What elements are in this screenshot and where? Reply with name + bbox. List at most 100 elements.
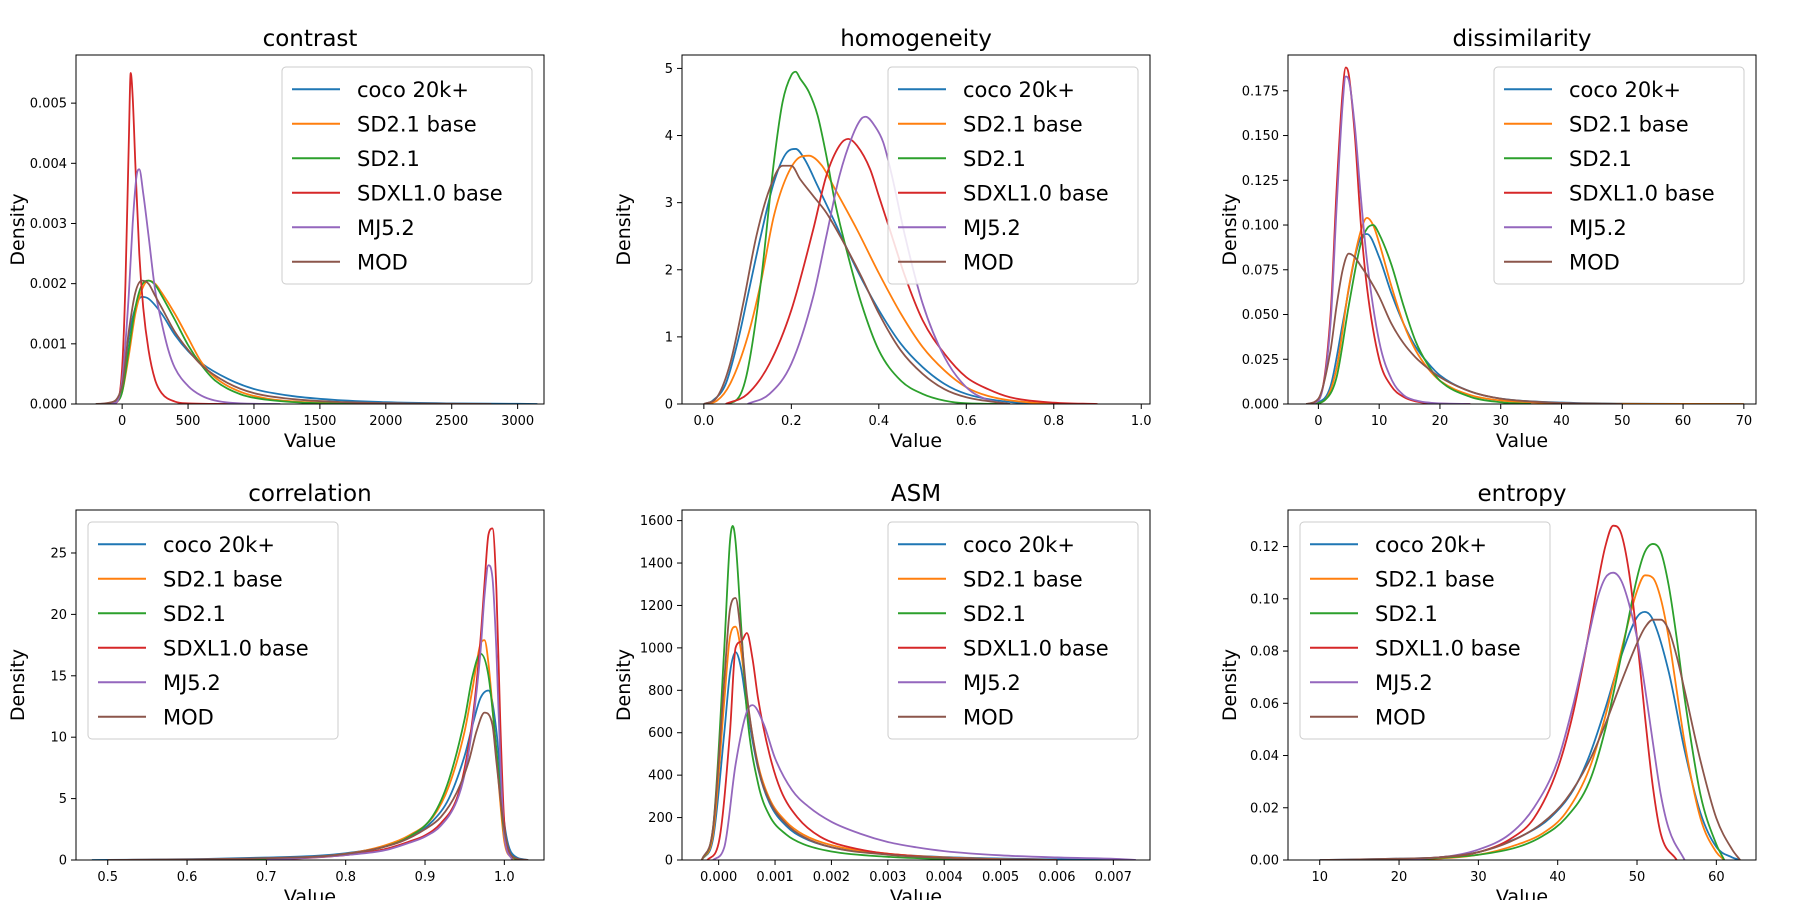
x-tick-label: 0.8 [1043,414,1064,429]
series-line-5 [107,711,529,860]
series-line-4 [1306,75,1471,404]
legend-box [1493,66,1745,285]
series-line-1 [1398,574,1725,860]
x-tick-label: 0.006 [1038,870,1075,885]
series-line-5 [700,597,1057,860]
y-tick-label: 0 [665,398,673,413]
legend-entry: SDXL1.0 base [1375,636,1521,660]
y-tick-label: 1 [665,330,673,345]
y-tick-label: 4 [665,129,673,144]
y-tick-label: 200 [648,811,673,826]
y-tick-label: 0.005 [30,97,67,112]
x-tick-label: 1500 [303,414,336,429]
panel-correlation: 0.5 0.6 0.7 0.8 0.9 1.0 0 5 10 15 20 25 correlation V… [7,481,545,900]
x-tick-label: 0 [118,414,126,429]
series-line-4 [1359,571,1686,860]
x-tick-label: 0.6 [956,414,977,429]
panel-dissimilarity: 0 10 20 30 40 50 60 70 0.000 0.025 0.050 0.075 0.100… [1219,26,1757,452]
legend-entry: SDXL1.0 base [163,636,309,660]
x-tick-label: 10 [1371,414,1388,429]
y-axis-label: Density [7,193,29,265]
x-tick-label: 0.8 [335,870,356,885]
legend-entry: MOD [1375,705,1426,729]
legend: coco 20k+ SD2.1 base SD2.1 SDXL1.0 base MJ5.… [281,66,533,285]
x-tick-label: 40 [1553,414,1570,429]
x-tick-label: 0.007 [1095,870,1132,885]
x-axis-label: Value [284,430,336,452]
y-tick-label: 3 [665,196,673,211]
y-axis-label: Density [1219,649,1241,721]
x-axis-label: Value [890,886,942,900]
y-tick-label: 0 [665,854,673,869]
legend-box [887,521,1139,740]
x-tick-label: 0.002 [813,870,850,885]
x-tick-label: 1000 [237,414,270,429]
axes-frame [681,509,1151,861]
panel-contrast: 0 500 1000 1500 2000 2500 3000 0.000 0.001 0.002 0… [7,26,545,452]
legend-entry: SD2.1 [163,602,226,626]
y-axis-label: Density [1219,193,1241,265]
legend-entry: MJ5.2 [163,671,221,695]
axes-frame [1287,509,1757,861]
y-tick-label: 0.001 [30,337,67,352]
y-tick-label: 1600 [640,514,673,529]
legend: coco 20k+ SD2.1 base SD2.1 SDXL1.0 base MJ5.… [87,521,339,740]
legend-entry: SD2.1 [1375,602,1438,626]
x-tick-label: 0.005 [982,870,1019,885]
y-tick-label: 5 [59,792,67,807]
curves [703,70,1098,404]
y-tick-label: 0 [59,854,67,869]
y-tick-label: 0.025 [1242,353,1279,368]
legend-entry: coco 20k+ [357,78,469,102]
chart-title: ASM [891,481,941,507]
legend-entry: coco 20k+ [963,533,1075,557]
x-tick-label: 60 [1708,870,1725,885]
y-tick-label: 0.08 [1250,645,1279,660]
panel-homogeneity: 0.0 0.2 0.4 0.6 0.8 1.0 0 1 2 3 4 5 homogeneity Value… [613,26,1152,452]
y-tick-label: 400 [648,769,673,784]
x-tick-label: 0 [1314,414,1322,429]
y-axis-label: Density [7,649,29,721]
legend: coco 20k+ SD2.1 base SD2.1 SDXL1.0 base MJ5.… [1493,66,1745,285]
axes-frame [75,509,545,861]
chart-title: entropy [1478,481,1567,507]
x-tick-label: 0.000 [700,870,737,885]
legend: coco 20k+ SD2.1 base SD2.1 SDXL1.0 base MJ5.… [1299,521,1551,740]
x-tick-label: 70 [1736,414,1753,429]
legend-entry: SD2.1 base [357,112,477,136]
y-tick-label: 0.125 [1242,174,1279,189]
legend-entry: MJ5.2 [963,216,1021,240]
legend: coco 20k+ SD2.1 base SD2.1 SDXL1.0 base MJ5.… [887,66,1139,285]
legend-entry: SD2.1 base [963,112,1083,136]
series-line-2 [1398,543,1726,860]
series-line-4 [712,704,1136,860]
x-tick-label: 0.0 [694,414,715,429]
y-tick-label: 0.10 [1250,592,1279,607]
x-tick-label: 0.5 [97,870,118,885]
y-tick-label: 600 [648,726,673,741]
legend-entry: MOD [963,705,1014,729]
x-tick-label: 20 [1391,870,1408,885]
legend-entry: SDXL1.0 base [963,181,1109,205]
curves [1306,66,1744,404]
y-tick-label: 0.02 [1250,801,1279,816]
x-axis-label: Value [890,430,942,452]
series-line-2 [1312,224,1532,404]
y-tick-label: 0.000 [1242,398,1279,413]
axes-frame [1287,54,1757,405]
x-tick-label: 40 [1549,870,1566,885]
curves [700,525,1136,860]
legend-entry: MOD [357,250,408,274]
y-tick-label: 1400 [640,557,673,572]
legend-entry: SD2.1 base [163,567,283,591]
y-tick-label: 0.04 [1250,749,1279,764]
legend-box [887,66,1139,285]
x-tick-label: 30 [1492,414,1509,429]
legend-entry: SD2.1 [1569,147,1632,171]
series-line-5 [95,279,492,404]
y-tick-label: 2 [665,263,673,278]
x-tick-label: 0.2 [781,414,802,429]
series-line-5 [703,164,1011,404]
legend-entry: SDXL1.0 base [1569,181,1715,205]
